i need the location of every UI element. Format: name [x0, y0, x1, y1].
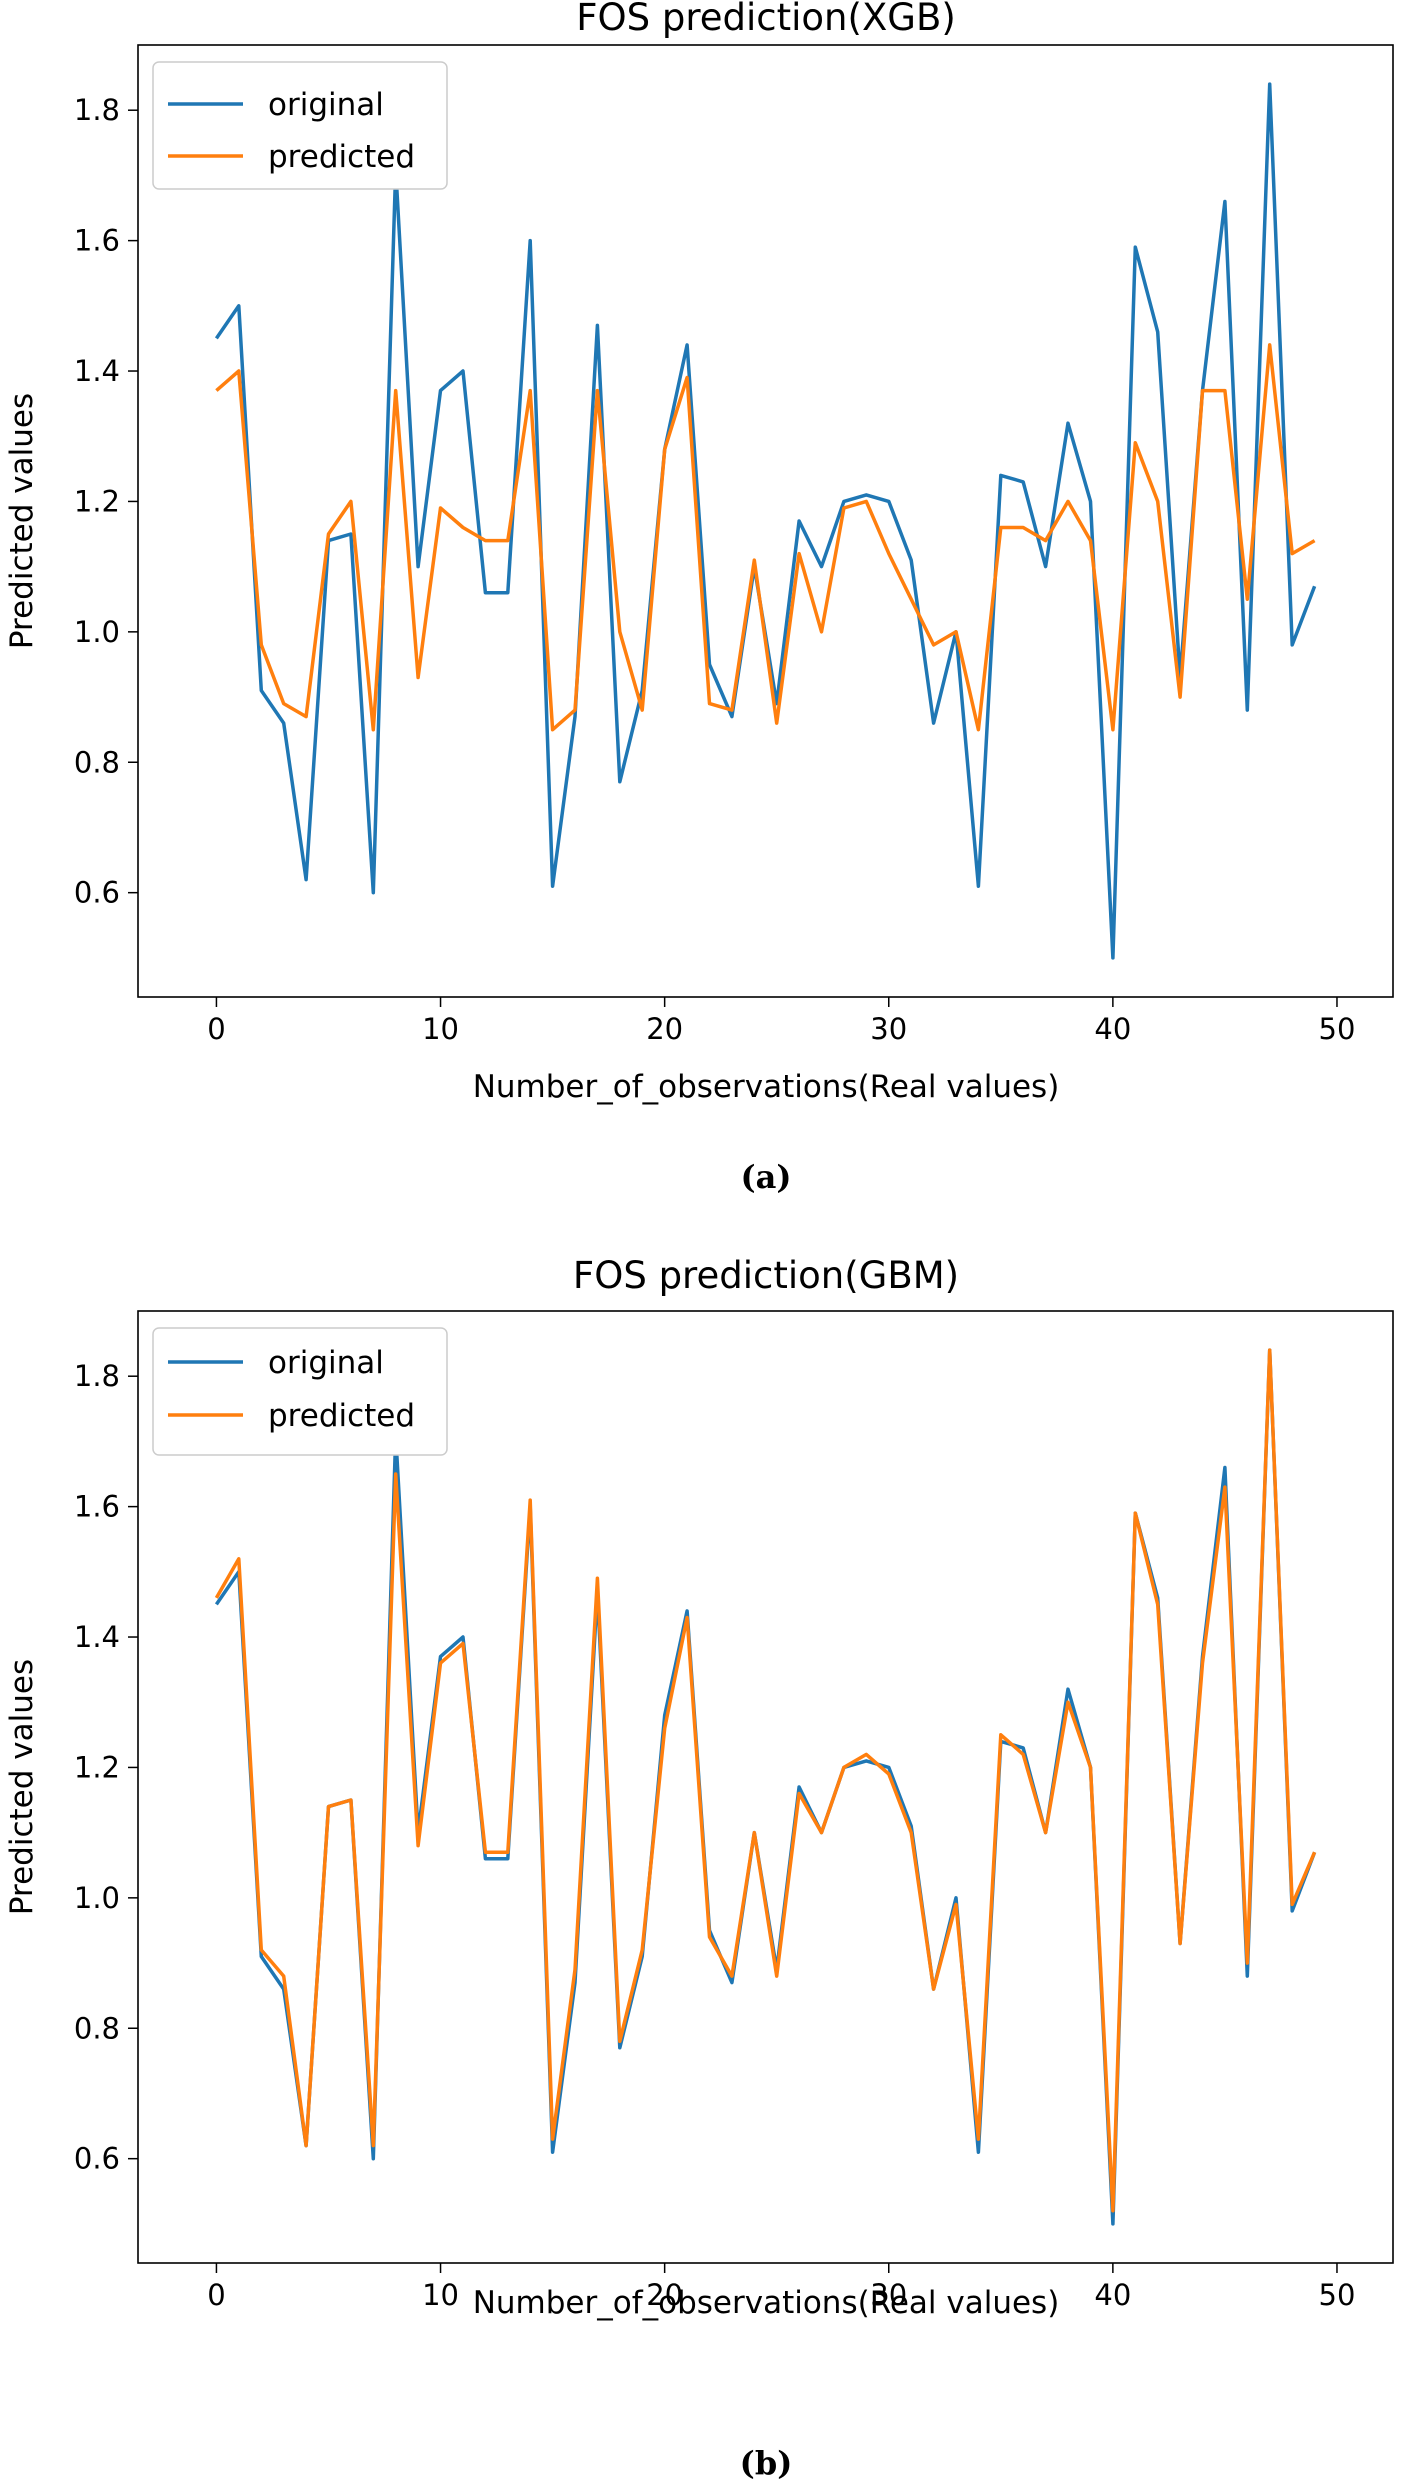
x-tick-label: 30: [870, 1012, 907, 1046]
y-tick-label: 1.4: [74, 354, 120, 388]
legend-label-original: original: [268, 1345, 384, 1381]
x-axis-label: Number_of_observations(Real values): [473, 1069, 1060, 1105]
legend-label-predicted: predicted: [268, 1398, 415, 1434]
chart-title: FOS prediction(XGB): [576, 0, 956, 39]
series-line-predicted: [215, 343, 1316, 732]
y-axis-label: Predicted values: [4, 1659, 40, 1915]
y-tick-label: 0.8: [74, 2011, 120, 2045]
x-tick-label: 0: [207, 2278, 225, 2312]
y-tick-label: 1.4: [74, 1620, 120, 1654]
chart-caption: (a): [740, 1158, 791, 1196]
chart-xgb: FOS prediction(XGB) 0 10 20 30 40 50 0.6 0.8 1.0…: [4, 0, 1394, 1196]
plot-frame: [137, 1310, 1394, 2264]
legend: original predicted: [152, 1327, 448, 1456]
x-tick-label: 50: [1319, 1012, 1356, 1046]
legend: original predicted: [152, 61, 448, 190]
x-tick-label: 30: [870, 2278, 907, 2312]
series-line-original: [214, 1348, 1317, 2226]
x-tick-label: 50: [1319, 2278, 1356, 2312]
series-lines: [214, 1348, 1317, 2226]
y-tick-label: 1.2: [74, 484, 120, 518]
y-tick-label: 0.6: [74, 2142, 120, 2176]
y-tick-label: 1.6: [74, 224, 120, 258]
legend-label-original: original: [268, 87, 384, 123]
y-tick-label: 1.2: [74, 1750, 120, 1784]
series-line-original: [214, 82, 1317, 960]
x-tick-label: 10: [422, 1012, 459, 1046]
legend-box: [152, 1327, 448, 1456]
x-tick-label: 20: [646, 1012, 683, 1046]
legend-label-predicted: predicted: [268, 139, 415, 175]
series-line-predicted: [214, 1348, 1317, 2213]
plot-frame: [137, 44, 1394, 998]
y-tick-label: 0.8: [74, 745, 120, 779]
y-axis-label: Predicted values: [4, 393, 40, 649]
y-tick-label: 1.8: [74, 1359, 120, 1393]
y-tick-label: 1.0: [74, 615, 120, 649]
x-tick-label: 40: [1094, 1012, 1131, 1046]
y-tick-label: 1.8: [74, 93, 120, 127]
chart-gbm: FOS prediction(GBM) 0 10 20 30 40 50 0.6 0.8 1.0…: [4, 1254, 1394, 2480]
axis-ticks: 0 10 20 30 40 50 0.6 0.8 1.0 1.2 1.4 1.6 1.8: [74, 93, 1356, 1046]
x-axis-label: Number_of_observations(Real values): [473, 2285, 1060, 2321]
x-tick-label: 40: [1094, 2278, 1131, 2312]
x-tick-label: 20: [646, 2278, 683, 2312]
x-tick-label: 0: [207, 1012, 225, 1046]
y-tick-label: 1.6: [74, 1490, 120, 1524]
chart-title: FOS prediction(GBM): [573, 1254, 959, 1297]
y-tick-label: 1.0: [74, 1881, 120, 1915]
chart-caption: (b): [740, 2444, 793, 2480]
axis-ticks: 0 10 20 30 40 50 0.6 0.8 1.0 1.2 1.4 1.6 1.8: [74, 1359, 1356, 2312]
y-tick-label: 0.6: [74, 876, 120, 910]
series-lines: [214, 82, 1317, 960]
x-tick-label: 10: [422, 2278, 459, 2312]
